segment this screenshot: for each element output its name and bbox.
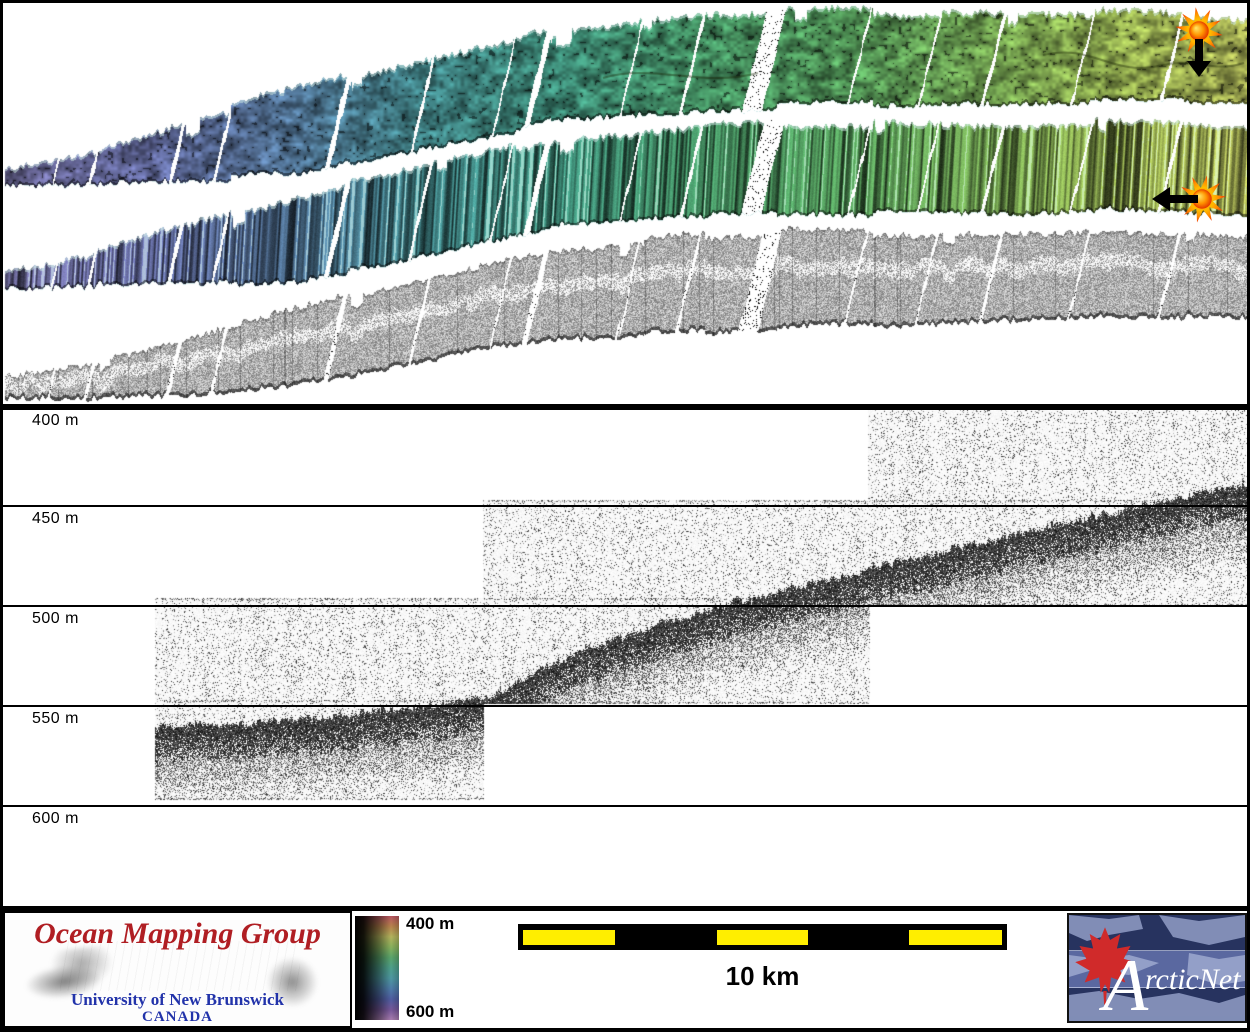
echogram-canvas — [3, 410, 1247, 906]
scalebar-yellow-segment — [523, 930, 615, 945]
scalebar-yellow-segment — [717, 930, 808, 945]
map-scale-bar — [518, 924, 1007, 950]
maple-leaf-icon — [1075, 927, 1135, 1005]
depth-label: 600 m — [32, 810, 79, 827]
arrow-left-icon — [1152, 187, 1198, 211]
arcticnet-logo-graphic: A rcticNet — [1069, 915, 1245, 1027]
arcticnet-name: rcticNet — [1145, 963, 1241, 996]
omg-university-line: University of New Brunswick — [71, 990, 284, 1009]
swath-mosaic-canvas — [3, 3, 1247, 404]
depth-gridline — [3, 605, 1247, 607]
depth-color-scale — [355, 916, 399, 1020]
depth-gridline — [3, 805, 1247, 807]
depth-label: 500 m — [32, 610, 79, 627]
colorbar-bottom-label: 600 m — [406, 1002, 455, 1021]
sun-icon — [1175, 7, 1223, 77]
arcticnet-logo: A rcticNet — [1067, 913, 1247, 1027]
scale-bar-label: 10 km — [725, 961, 800, 991]
depth-label: 450 m — [32, 510, 79, 527]
arcticnet-initial: A — [1098, 945, 1149, 1021]
sun-illumination-marker-top — [1164, 0, 1234, 98]
omg-title: Ocean Mapping Group — [34, 917, 321, 950]
ocean-mapping-group-logo: Ocean Mapping Group University of New Br… — [3, 911, 352, 1028]
depth-label: 550 m — [32, 710, 79, 727]
colorbar-top-label: 400 m — [406, 914, 455, 933]
sun-icon — [1152, 175, 1226, 223]
sun-illumination-marker-bottom — [1138, 164, 1237, 239]
swath-mosaic-panel — [3, 3, 1247, 404]
legend-footer: Ocean Mapping Group University of New Br… — [3, 911, 1247, 1028]
depth-label: 400 m — [32, 412, 79, 429]
omg-country-line: CANADA — [142, 1009, 213, 1025]
depth-gridline — [3, 505, 1247, 507]
arctic-map-landmass — [1069, 915, 1245, 1021]
etched-texture — [60, 941, 300, 991]
depth-gridline — [3, 705, 1247, 707]
scalebar-yellow-segment — [909, 930, 1002, 945]
subbottom-profile-panel: 400 m 450 m 500 m 550 m 600 m — [3, 410, 1247, 906]
arrow-down-icon — [1187, 39, 1211, 77]
